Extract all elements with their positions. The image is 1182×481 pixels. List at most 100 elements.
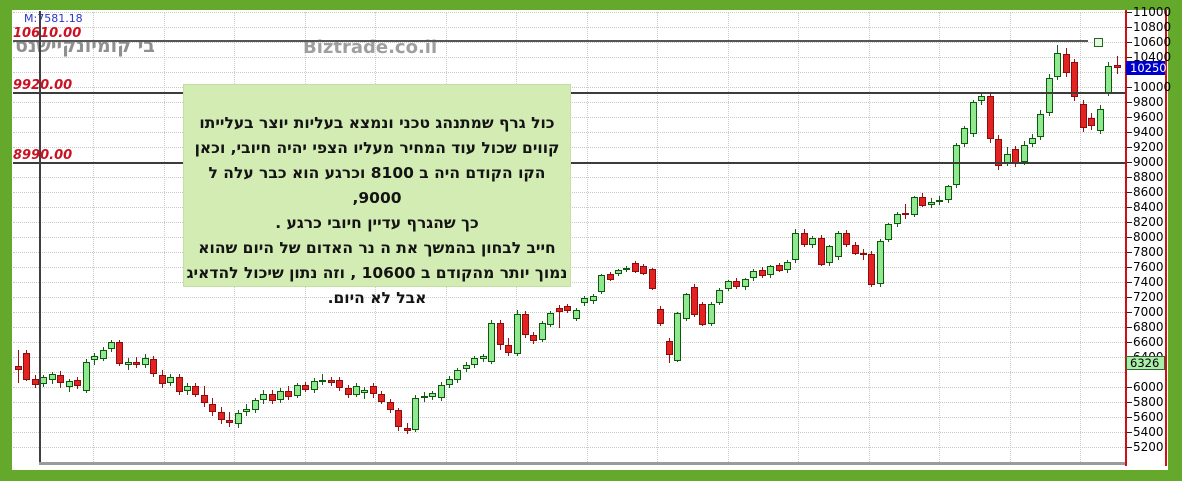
annotation-line: כך שהגרף עדיין חיובי כרגע . — [275, 214, 479, 232]
h-gridline — [13, 432, 1125, 433]
candle-body — [606, 273, 614, 280]
h-gridline — [13, 72, 1125, 73]
candle-body — [995, 138, 1003, 166]
candle-body — [809, 237, 817, 245]
candle-body — [538, 323, 546, 340]
candle-body — [640, 265, 648, 274]
price-tag: 6326 — [1126, 355, 1165, 370]
trend-line-price-label: 9920.00 — [13, 78, 73, 93]
candle-body — [868, 254, 876, 285]
candle-body — [150, 358, 158, 375]
indicator-value-label: M:7581.18 — [24, 12, 83, 25]
y-axis-tick-label: 8200 — [1133, 215, 1164, 229]
candle-body — [885, 224, 893, 240]
y-axis-tick-label: 11000 — [1133, 5, 1172, 19]
y-axis-tick-label: 5400 — [1133, 425, 1164, 439]
analysis-note-box: כול גרף שמתנהג טכני ונמצא בעליות יוצר בע… — [183, 84, 571, 307]
candle-body — [217, 411, 225, 420]
candle-body — [234, 413, 242, 424]
candle-body — [386, 402, 394, 411]
candle-body — [226, 420, 234, 423]
y-axis-tick — [1127, 432, 1132, 433]
y-axis-tick-label: 5600 — [1133, 410, 1164, 424]
candle-body — [167, 376, 175, 384]
price-tag: 10250 — [1126, 61, 1167, 76]
y-axis-tick-label: 8400 — [1133, 200, 1164, 214]
y-axis-tick — [1127, 147, 1132, 148]
y-axis-tick-label: 5800 — [1133, 395, 1164, 409]
candle-body — [1105, 66, 1113, 93]
candle-body — [276, 390, 284, 400]
y-axis-tick — [1127, 42, 1132, 43]
y-axis-tick — [1127, 87, 1132, 88]
y-axis-tick-label: 10000 — [1133, 80, 1172, 94]
y-axis-tick — [1127, 237, 1132, 238]
y-axis-tick-label: 7600 — [1133, 260, 1164, 274]
trend-line[interactable] — [13, 40, 1088, 43]
candle-body — [817, 237, 825, 265]
y-axis-tick-label: 9400 — [1133, 125, 1164, 139]
candle-body — [175, 377, 183, 392]
candle-body — [133, 361, 141, 366]
y-axis-tick-label: 7800 — [1133, 245, 1164, 259]
candle-body — [403, 427, 411, 431]
candle-body — [547, 312, 555, 325]
h-gridline — [13, 312, 1125, 313]
candle-body — [961, 128, 969, 144]
y-axis-tick-label: 6800 — [1133, 320, 1164, 334]
y-axis-tick-label: 5200 — [1133, 440, 1164, 454]
candle-body — [564, 306, 572, 312]
candle-body — [1096, 108, 1104, 131]
y-axis-tick — [1127, 312, 1132, 313]
candle-body — [353, 386, 360, 395]
candle-body — [1062, 54, 1070, 73]
candle-body — [834, 232, 842, 258]
line-handle-marker[interactable] — [1094, 38, 1103, 47]
y-axis-tick-label: 10400 — [1133, 50, 1172, 64]
candle-body — [1071, 62, 1079, 97]
annotation-line: הקו הקודם היה ב 8100 וכרגע הוא כבר עלה ל… — [208, 164, 546, 207]
candle-wick — [229, 411, 231, 427]
candle-wick — [364, 387, 366, 399]
candle-body — [682, 294, 690, 319]
v-gridline — [93, 12, 94, 462]
axis-left-line — [1125, 10, 1127, 466]
candle-body — [243, 408, 251, 412]
candle-body — [513, 313, 521, 354]
candle-body — [851, 245, 859, 254]
candle-body — [902, 213, 910, 215]
y-axis-tick — [1127, 102, 1132, 103]
candle-body — [15, 366, 22, 370]
v-gridline — [1080, 12, 1081, 462]
candle-body — [57, 375, 65, 383]
y-axis-tick — [1127, 447, 1132, 448]
plot-bottom-border — [39, 462, 1125, 465]
y-axis-tick — [1127, 327, 1132, 328]
v-gridline — [869, 12, 870, 462]
y-axis-tick — [1127, 207, 1132, 208]
candle-body — [1113, 64, 1121, 69]
candle-body — [369, 386, 377, 394]
candle-body — [767, 266, 775, 276]
candle-body — [505, 345, 513, 354]
candle-body — [598, 275, 606, 292]
candle-body — [31, 378, 39, 385]
trend-line-price-label: 8990.00 — [13, 147, 73, 163]
candle-body — [691, 286, 698, 315]
candle-body — [1088, 117, 1096, 126]
candle-body — [361, 390, 369, 393]
candle-body — [944, 186, 952, 200]
h-gridline — [13, 417, 1125, 418]
candle-body — [707, 303, 715, 324]
candle-body — [783, 261, 791, 270]
candle-body — [437, 384, 445, 399]
candle-body — [758, 270, 766, 276]
y-axis-tick-label: 8800 — [1133, 170, 1164, 184]
candle-body — [107, 342, 115, 349]
candle-body — [260, 393, 268, 400]
candle-body — [623, 267, 631, 270]
candle-body — [82, 362, 90, 391]
y-axis-tick — [1127, 192, 1132, 193]
trend-line-price-label: 10610.00 — [13, 26, 82, 42]
candle-body — [200, 394, 208, 403]
